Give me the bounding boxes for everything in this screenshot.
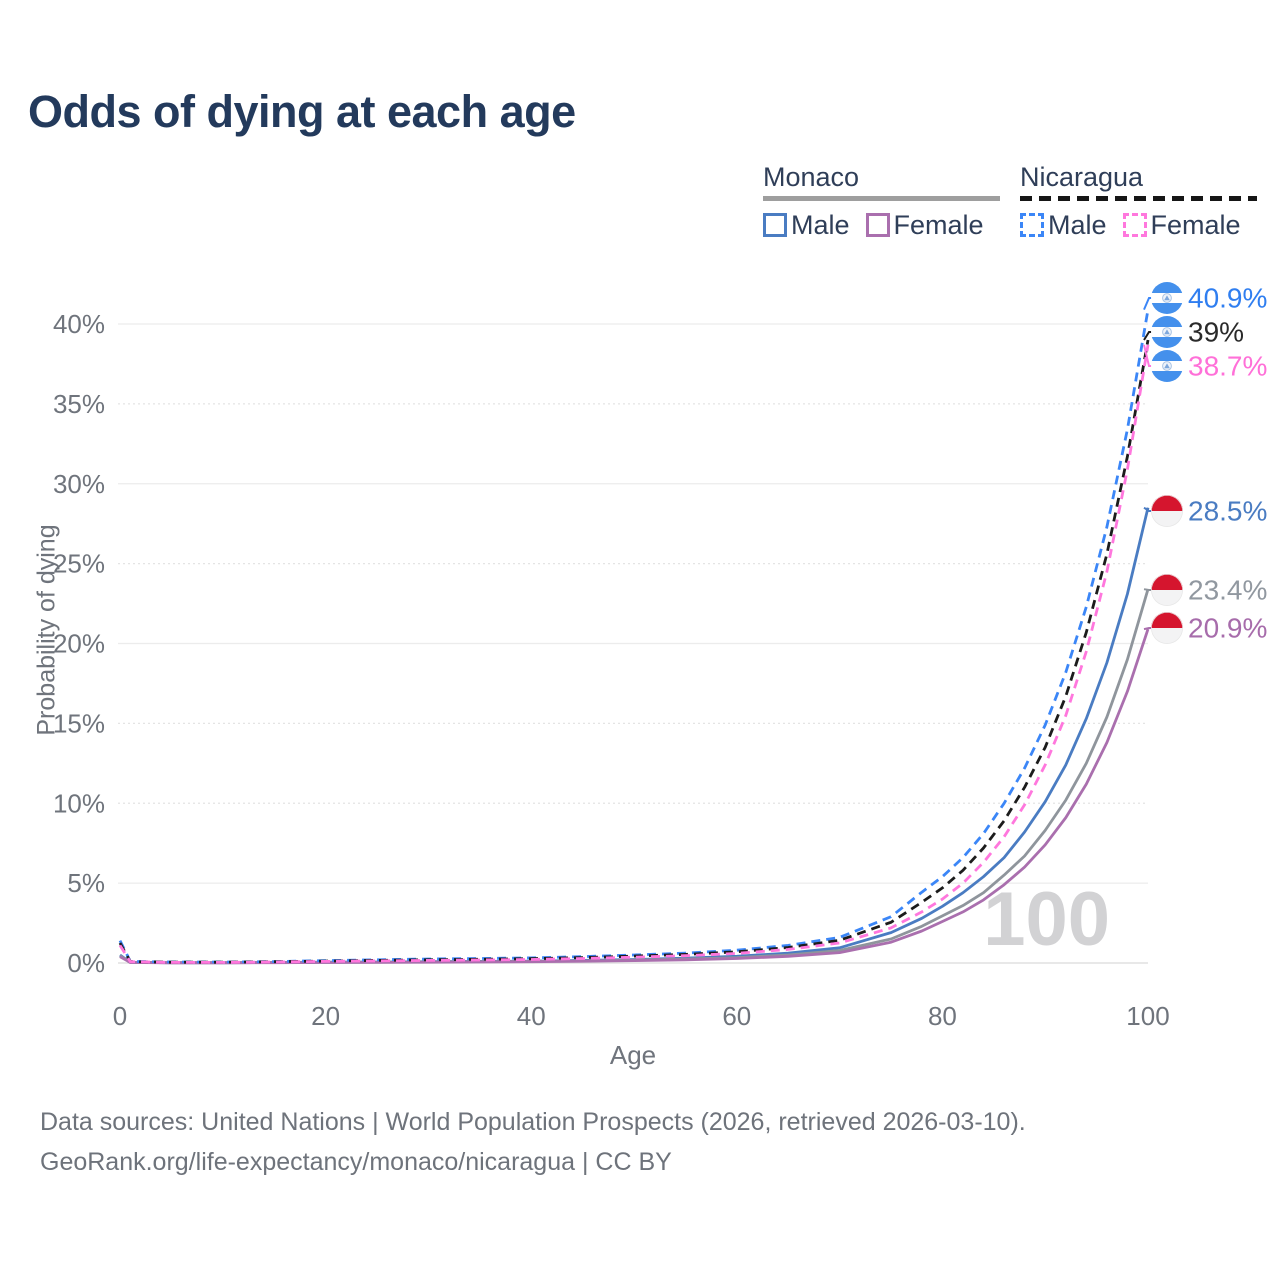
end-label-nic_comb: 39% xyxy=(1188,317,1244,348)
line-mon_comb xyxy=(119,588,1150,965)
footer-data-sources: Data sources: United Nations | World Pop… xyxy=(40,1108,1026,1136)
legend-label-nicaragua-female[interactable]: Female xyxy=(1150,209,1241,240)
legend-group-monaco: Monaco Male Female xyxy=(763,162,1000,241)
nicaragua-flag-icon xyxy=(1151,350,1183,382)
end-label-mon_male: 28.5% xyxy=(1188,496,1267,527)
x-tick-label-20: 20 xyxy=(311,1001,340,1031)
end-label-nic_female: 38.7% xyxy=(1188,351,1267,382)
y-tick-label-0: 0% xyxy=(67,948,105,978)
y-tick-label-40: 40% xyxy=(53,309,105,339)
tick-layer: 0% 5% 10% 15% 20% 25% 30% 35% 40% 0 20 40 60 80 100 xyxy=(53,309,1170,1031)
y-tick-label-20: 20% xyxy=(53,629,105,659)
legend-country-monaco[interactable]: Monaco xyxy=(763,162,860,192)
legend-swatch-monaco-female[interactable] xyxy=(865,213,890,238)
legend-swatch-nicaragua-male[interactable] xyxy=(1020,213,1044,238)
nicaragua-flag-icon xyxy=(1151,316,1183,348)
monaco-flag-icon xyxy=(1151,495,1183,527)
x-tick-label-40: 40 xyxy=(517,1001,546,1031)
end-connector-mon_female xyxy=(1143,627,1152,631)
legend-label-nicaragua-male[interactable]: Male xyxy=(1048,209,1107,240)
y-tick-label-10: 10% xyxy=(53,788,105,818)
end-label-layer: 28.5% 23.4% 20.9% 40.9%39%38.7% xyxy=(1143,282,1267,644)
x-tick-label-60: 60 xyxy=(722,1001,751,1031)
y-tick-label-5: 5% xyxy=(67,868,105,898)
age-watermark: 100 xyxy=(983,877,1110,962)
legend-label-monaco-male[interactable]: Male xyxy=(791,209,850,240)
line-nic_male xyxy=(118,309,1150,964)
end-connector-nic_male xyxy=(1143,297,1152,310)
x-tick-label-100: 100 xyxy=(1126,1001,1169,1031)
legend-underline-monaco xyxy=(763,195,1000,201)
line-mon_male xyxy=(119,507,1150,965)
legend-swatch-nicaragua-female[interactable] xyxy=(1122,213,1147,238)
legend-swatch-monaco-male[interactable] xyxy=(763,213,787,238)
legend-country-nicaragua[interactable]: Nicaragua xyxy=(1020,162,1144,192)
monaco-flag-icon xyxy=(1151,612,1183,644)
monaco-flag-icon xyxy=(1151,574,1183,606)
end-connector-mon_comb xyxy=(1143,588,1152,591)
nicaragua-flag-icon xyxy=(1151,282,1183,314)
footer-attribution: GeoRank.org/life-expectancy/monaco/nicar… xyxy=(40,1148,672,1176)
legend-label-monaco-female[interactable]: Female xyxy=(893,209,984,240)
end-label-mon_comb: 23.4% xyxy=(1188,575,1267,606)
y-tick-label-30: 30% xyxy=(53,469,105,499)
y-tick-label-35: 35% xyxy=(53,389,105,419)
y-tick-label-25: 25% xyxy=(53,549,105,579)
line-mon_female xyxy=(119,628,1150,965)
line-nic_female xyxy=(118,344,1150,964)
end-label-mon_female: 20.9% xyxy=(1188,613,1267,644)
legend-underline-nicaragua xyxy=(1020,195,1257,201)
x-axis-title: Age xyxy=(609,1040,657,1070)
x-tick-label-80: 80 xyxy=(928,1001,957,1031)
x-tick-label-0: 0 xyxy=(113,1001,127,1031)
series-layer xyxy=(118,309,1150,965)
end-label-nic_male: 40.9% xyxy=(1188,283,1267,314)
legend-group-nicaragua: Nicaragua Male Female xyxy=(1020,162,1257,241)
page-title: Odds of dying at each age xyxy=(28,86,576,137)
y-tick-label-15: 15% xyxy=(53,708,105,738)
